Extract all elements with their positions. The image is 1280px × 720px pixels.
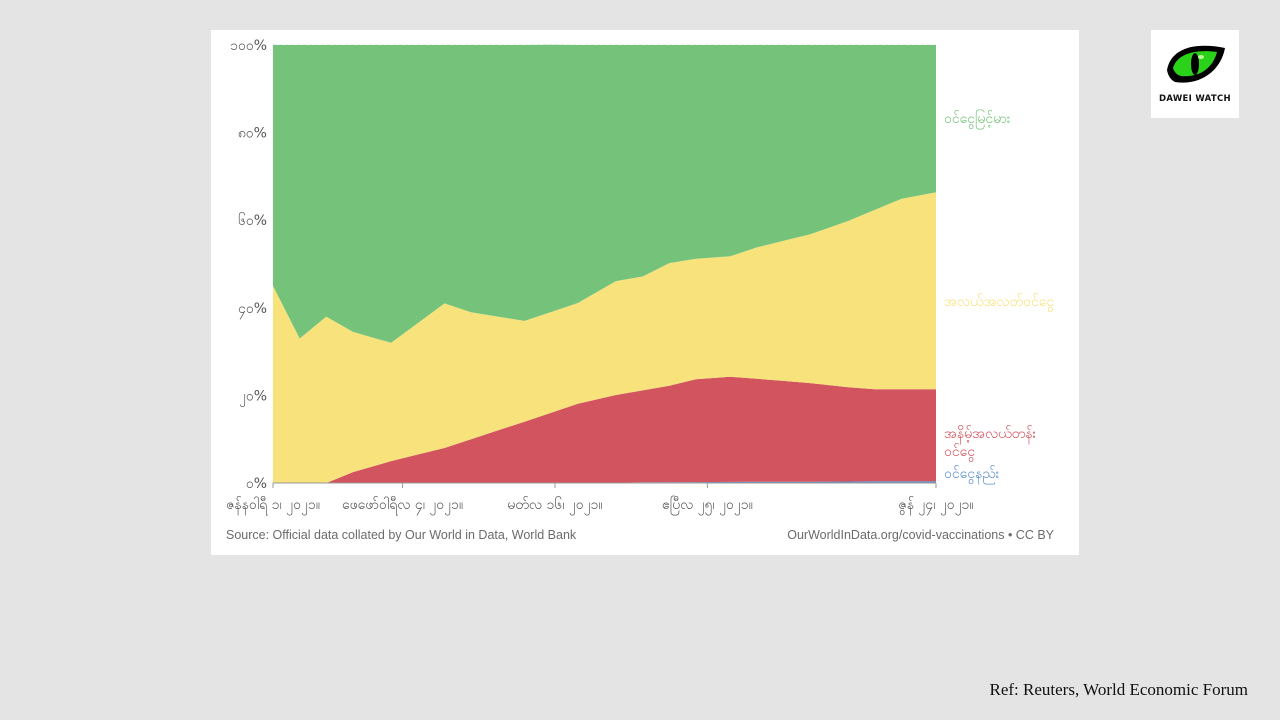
y-tick-label: ၈၀% <box>238 126 267 142</box>
source-note: Source: Official data collated by Our Wo… <box>226 528 577 542</box>
area-series <box>273 376 936 483</box>
y-tick-label: ၆၀% <box>238 213 267 229</box>
area-series <box>273 192 936 483</box>
chart-card: ၀% ၂၀% ၄၀% ၆၀% ၈၀% ၁၀၀% ဇန်နဝါရီ ၁၊ ၂၀၂၁။ ဖေဖေ… <box>211 30 1079 555</box>
series-areas <box>273 44 936 483</box>
logo-text: DAWEI WATCH <box>1159 94 1231 104</box>
x-tick-label: ဇွန် ၂၄၊ ၂၀၂၁။ <box>898 497 973 515</box>
legend-label: ဝင်ငွေနည်း <box>944 466 1000 484</box>
source-link[interactable]: OurWorldInData.org/covid-vaccinations • … <box>787 528 1054 542</box>
y-tick-label: ၁၀၀% <box>230 38 267 54</box>
legend: ဝင်ငွေနည်း အနိမ့်အလယ်တန်းဝင်ငွေ အလယ်အလတ်ဝင… <box>944 110 1054 484</box>
x-tick-label: မတ်လ ၁၆၊ ၂၀၂၁။ <box>507 497 602 515</box>
y-tick-label: ၀% <box>246 476 267 492</box>
x-tick-label: ဧပြီလ ၂၅၊ ၂၀၂၁။ <box>662 497 753 515</box>
x-tick-label: ဖေဖော်ဝါရီလ ၄၊ ၂၀၂၁။ <box>342 497 463 515</box>
area-series <box>273 44 936 343</box>
stacked-area-chart: ၀% ၂၀% ၄၀% ၆၀% ၈၀% ၁၀၀% ဇန်နဝါရီ ၁၊ ၂၀၂၁။ ဖေဖေ… <box>226 38 1054 515</box>
legend-label: အနိမ့်အလယ်တန်းဝင်ငွေ <box>944 426 1037 462</box>
reference-note: Ref: Reuters, World Economic Forum <box>989 680 1248 699</box>
y-axis-ticks: ၀% ၂၀% ၄၀% ၆၀% ၈၀% ၁၀၀% <box>230 38 267 492</box>
y-tick-label: ၄၀% <box>238 301 267 319</box>
x-tick-label: ဇန်နဝါရီ ၁၊ ၂၀၂၁။ <box>226 497 320 515</box>
legend-label: ဝင်ငွေမြင့်မား <box>944 110 1011 129</box>
legend-label: အလယ်အလတ်ဝင်ငွေ <box>944 294 1054 312</box>
green-eye-icon <box>1167 45 1225 83</box>
y-tick-label: ၂၀% <box>239 388 267 406</box>
dawei-watch-logo: DAWEI WATCH <box>1151 30 1239 118</box>
x-axis-ticks: ဇန်နဝါရီ ၁၊ ၂၀၂၁။ ဖေဖော်ဝါရီလ ၄၊ ၂၀၂၁။ မတ်… <box>226 482 974 515</box>
